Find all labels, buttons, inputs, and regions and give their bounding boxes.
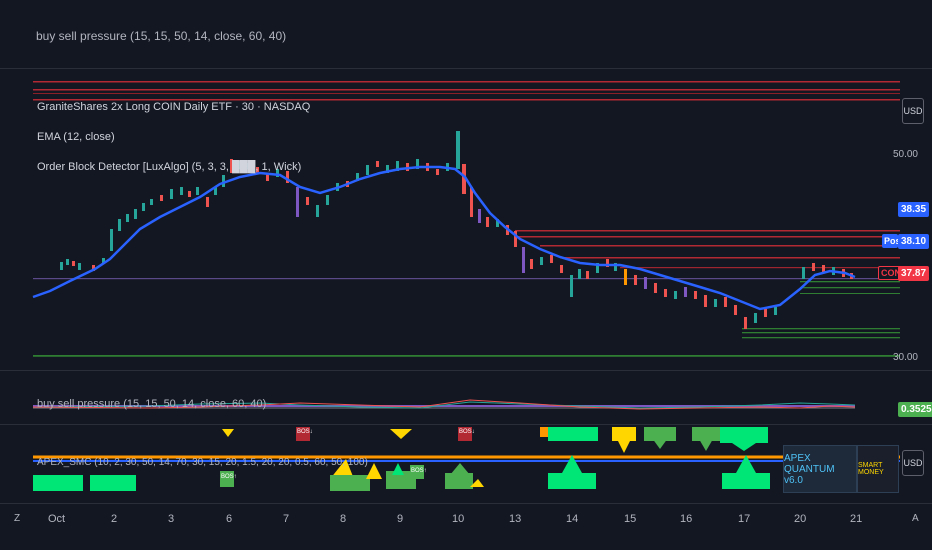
bullish-ob-line — [33, 355, 900, 357]
date-label: 13 — [509, 513, 522, 525]
bearish-ob-line — [515, 230, 900, 232]
date-label: 17 — [738, 513, 751, 525]
bearish-ob-line — [33, 89, 900, 91]
price-label: 50.00 — [892, 149, 918, 160]
last-price-badge: 37.87 — [898, 266, 930, 281]
timezone-icon[interactable]: Z — [14, 513, 21, 524]
bearish-ob-line — [540, 245, 900, 247]
date-label: 10 — [452, 513, 465, 525]
date-label: 6 — [226, 513, 233, 525]
bullish-ob-line — [742, 332, 900, 334]
date-label: 15 — [624, 513, 637, 525]
bearish-ob-line — [560, 257, 900, 259]
apex-brand-box: APEX QUANTUM v6.0 — [783, 445, 857, 493]
pane-separator[interactable] — [0, 503, 932, 504]
bos-marker: BOS↓ — [297, 429, 313, 435]
bullish-ob-line — [800, 293, 900, 294]
symbol-title[interactable]: GraniteShares 2x Long COIN Daily ETF · 3… — [37, 101, 311, 113]
post-tag: Post — [882, 234, 904, 248]
apex-brand-tag: SMART MONEY — [857, 445, 899, 493]
ema-line — [32, 165, 856, 311]
ema-legend[interactable]: EMA (12, close) — [37, 131, 115, 143]
bearish-ob-line — [33, 99, 900, 101]
bearish-ob-line — [33, 93, 900, 94]
pressure-value-badge: 0.3525 — [898, 402, 932, 417]
top-indicator-title[interactable]: buy sell pressure (15, 15, 50, 14, close… — [36, 29, 287, 43]
date-label: 20 — [794, 513, 807, 525]
date-label: 21 — [850, 513, 863, 525]
post-value-badge: 38.10 — [898, 234, 930, 249]
main-chart[interactable] — [0, 69, 900, 369]
bos-marker: BOS↑ — [411, 468, 427, 474]
date-label: 16 — [680, 513, 693, 525]
bullish-ob-line — [742, 337, 900, 339]
bearish-ob-line — [33, 81, 900, 83]
bullish-ob-line — [800, 287, 900, 289]
apex-chart[interactable] — [0, 425, 900, 503]
ema-value-badge: 38.35 — [898, 202, 930, 217]
date-label: 14 — [566, 513, 579, 525]
bullish-ob-line — [800, 281, 900, 283]
currency-button[interactable]: USD — [902, 450, 924, 476]
date-label: 2 — [111, 513, 118, 525]
currency-button[interactable]: USD — [902, 98, 924, 124]
pane-separator[interactable] — [0, 370, 932, 371]
date-label: 7 — [283, 513, 290, 525]
bos-marker: BOS↓ — [459, 429, 475, 435]
pressure-legend[interactable]: buy sell pressure (15, 15, 50, 14, close… — [37, 398, 267, 410]
price-label: 30.00 — [892, 352, 918, 363]
level-line — [33, 278, 900, 280]
date-label: Oct — [48, 513, 66, 525]
apex-legend[interactable]: APEX_SMC (10, 2, 30, 50, 14, 70, 30, 15,… — [37, 457, 368, 468]
pressure-chart[interactable] — [0, 395, 900, 415]
bearish-ob-line — [620, 267, 900, 269]
pane-separator[interactable] — [0, 68, 932, 69]
auto-scale-icon[interactable]: A — [912, 513, 919, 524]
ob-legend[interactable]: Order Block Detector [LuxAlgo] (5, 3, 3,… — [37, 161, 302, 173]
bearish-ob-line — [515, 236, 900, 238]
pane-separator[interactable] — [0, 424, 932, 425]
bos-marker: BOS↑ — [221, 474, 237, 480]
date-label: 9 — [397, 513, 404, 525]
date-label: 3 — [168, 513, 175, 525]
bullish-ob-line — [742, 328, 900, 330]
date-label: 8 — [340, 513, 347, 525]
